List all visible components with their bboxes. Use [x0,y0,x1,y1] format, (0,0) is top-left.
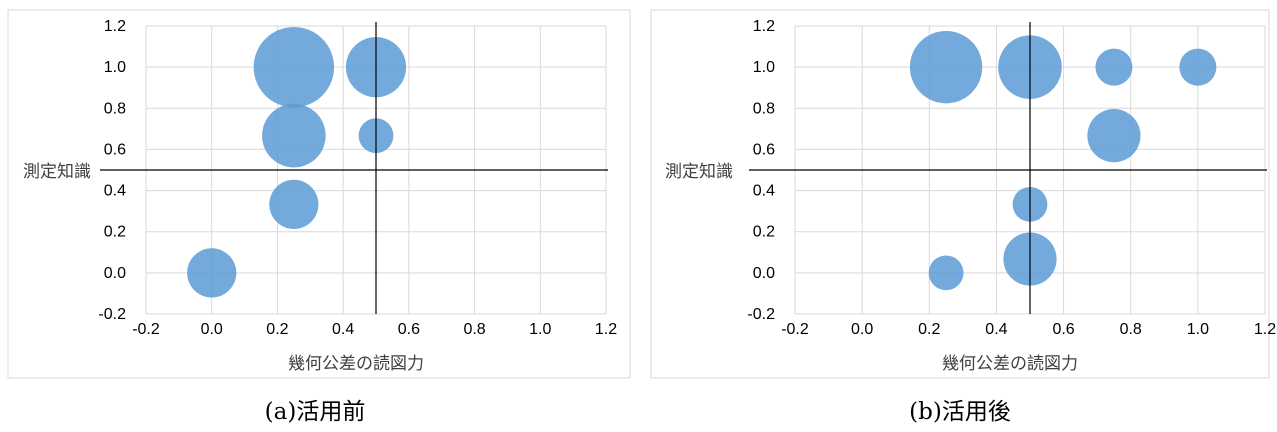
chart-panel-a: -0.2 0.0 0.2 0.4 0.6 0.8 1.0 1.2 -0.2 0.0 0.2 0.4 0.… [0,0,640,390]
y-tick-label: 0.2 [753,224,775,241]
y-tick-label: -0.2 [98,306,126,323]
x-tick-label: 1.0 [529,321,551,338]
x-axis-label: 幾何公差の読図力 [288,354,424,374]
y-tick-label: 0.0 [753,265,775,282]
bubble-point-1 [269,179,319,229]
x-tick-label: 1.2 [595,321,617,338]
y-tick-label: 0.6 [753,141,775,158]
caption-after: (b)活用後 [909,399,1011,425]
y-axis-label: 測定知識 [23,162,91,182]
x-tick-label: 0.8 [1120,321,1142,338]
y-tick-label: 0.8 [753,100,775,117]
bubble-point-2 [262,103,326,168]
y-tick-label: 1.2 [753,18,775,35]
bubble-point-0 [928,255,964,291]
y-tick-label: 1.0 [753,59,775,76]
y-tick-label: 0.8 [104,100,126,117]
bubble-point-1 [909,30,983,104]
x-tick-label: 1.2 [1254,321,1276,338]
x-tick-label: 0.6 [1052,321,1074,338]
bubble-point-3 [253,26,335,108]
x-tick-label: -0.2 [781,321,809,338]
chart-panel-b: -0.2 0.0 0.2 0.4 0.6 0.8 1.0 1.2 -0.2 0.0 0.2 0.4 0.… [643,0,1277,390]
x-tick-label: 0.8 [463,321,485,338]
bubble-chart-after: -0.2 0.0 0.2 0.4 0.6 0.8 1.0 1.2 -0.2 0.0 0.2 0.4 0.… [650,9,1276,379]
x-tick-label: 0.4 [985,321,1007,338]
y-tick-label: -0.2 [747,306,775,323]
bubble-point-6 [1095,48,1133,86]
bubble-point-5 [1087,109,1141,163]
x-tick-label: 0.6 [398,321,420,338]
x-tick-label: 0.0 [851,321,873,338]
y-tick-label: 0.4 [104,183,126,200]
y-tick-label: 1.2 [104,18,126,35]
y-tick-label: 0.2 [104,224,126,241]
x-tick-label: 0.4 [332,321,354,338]
y-tick-label: 0.0 [104,265,126,282]
x-tick-label: 0.2 [918,321,940,338]
caption-before: (a)活用前 [264,399,366,425]
y-tick-label: 0.6 [104,141,126,158]
x-tick-label: -0.2 [132,321,160,338]
bubble-point-7 [1179,48,1217,86]
x-tick-label: 1.0 [1187,321,1209,338]
x-tick-label: 0.0 [201,321,223,338]
y-tick-label: 0.4 [753,183,775,200]
y-tick-label: 1.0 [104,59,126,76]
x-tick-label: 0.2 [266,321,288,338]
y-axis-label: 測定知識 [665,162,733,182]
x-axis-label: 幾何公差の読図力 [942,354,1078,374]
bubble-point-0 [187,248,237,298]
bubble-chart-before: -0.2 0.0 0.2 0.4 0.6 0.8 1.0 1.2 -0.2 0.0 0.2 0.4 0.… [7,9,631,379]
